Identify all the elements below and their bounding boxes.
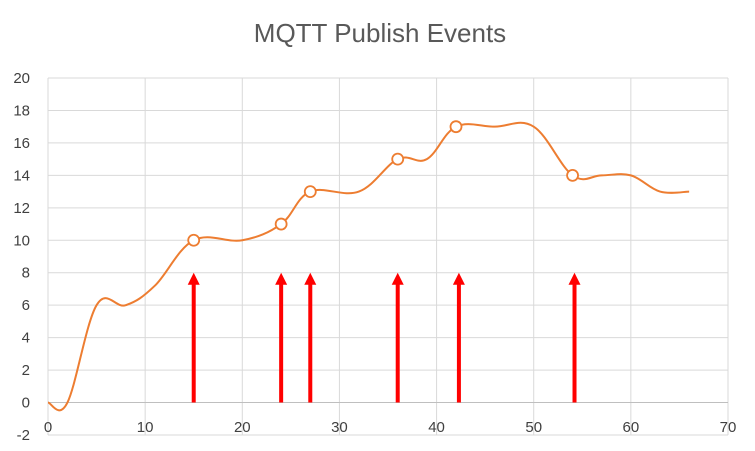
x-tick-label: 70 — [720, 419, 737, 436]
x-axis-ticks: 0 10 20 30 40 50 60 70 — [44, 419, 737, 436]
data-point-marker — [303, 185, 317, 198]
y-tick-label: 18 — [13, 102, 30, 119]
event-arrow — [391, 272, 404, 403]
data-point-marker — [449, 120, 463, 134]
x-tick-label: 10 — [137, 419, 154, 436]
event-arrow-head — [275, 272, 288, 285]
y-tick-label: 16 — [13, 135, 30, 152]
y-tick-label: 14 — [13, 167, 30, 184]
y-tick-label: 0 — [22, 395, 30, 412]
event-arrow — [187, 272, 200, 403]
event-arrow — [304, 272, 317, 403]
event-arrow — [275, 272, 288, 403]
event-arrow — [568, 272, 581, 403]
y-tick-label: 12 — [13, 200, 30, 217]
y-axis-ticks: -2 0 2 4 6 8 10 12 14 16 18 20 — [13, 70, 30, 444]
data-point-marker — [274, 217, 288, 231]
event-arrow-head — [391, 272, 404, 285]
x-tick-label: 40 — [428, 419, 445, 436]
event-arrow-head — [187, 272, 200, 285]
x-tick-label: 60 — [623, 419, 640, 436]
series-layer — [47, 120, 690, 412]
x-tick-label: 20 — [234, 419, 251, 436]
x-tick-label: 50 — [525, 419, 542, 436]
data-point-marker — [391, 152, 405, 166]
gridlines — [47, 77, 729, 436]
y-tick-label: 20 — [13, 70, 30, 87]
data-point-marker — [566, 168, 579, 182]
event-arrow-head — [568, 272, 581, 285]
y-tick-label: 4 — [22, 330, 30, 347]
y-tick-label: 2 — [22, 362, 30, 379]
data-point-marker — [187, 233, 201, 247]
y-tick-label: -2 — [17, 427, 30, 444]
event-arrow-head — [304, 272, 317, 285]
y-tick-label: 6 — [22, 297, 30, 314]
y-tick-label: 10 — [13, 232, 30, 249]
x-tick-label: 0 — [44, 419, 52, 436]
event-arrows — [187, 272, 581, 403]
chart-title: MQTT Publish Events — [254, 18, 506, 48]
event-arrow-head — [452, 272, 465, 285]
series-line — [47, 121, 690, 412]
x-tick-label: 30 — [331, 419, 348, 436]
event-arrow — [452, 272, 465, 403]
y-tick-label: 8 — [22, 265, 30, 282]
